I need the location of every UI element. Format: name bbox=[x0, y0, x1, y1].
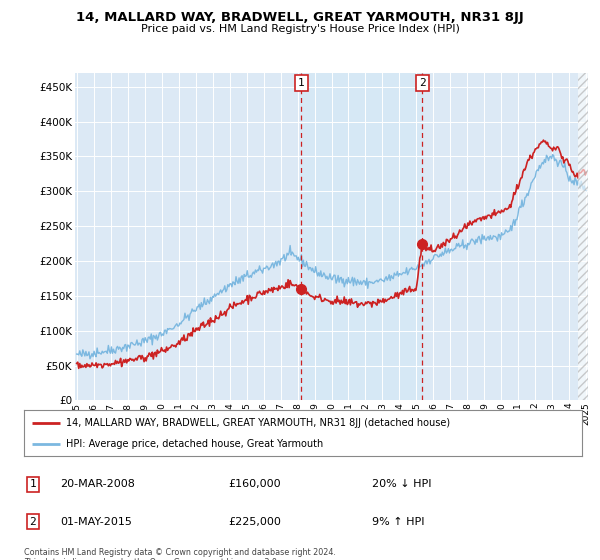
Text: 20% ↓ HPI: 20% ↓ HPI bbox=[372, 479, 431, 489]
Text: 20-MAR-2008: 20-MAR-2008 bbox=[60, 479, 135, 489]
Bar bbox=[578, 73, 587, 400]
Bar bbox=[301, 73, 422, 400]
Text: £225,000: £225,000 bbox=[228, 517, 281, 527]
Text: £160,000: £160,000 bbox=[228, 479, 281, 489]
Text: 1: 1 bbox=[29, 479, 37, 489]
Text: 14, MALLARD WAY, BRADWELL, GREAT YARMOUTH, NR31 8JJ (detached house): 14, MALLARD WAY, BRADWELL, GREAT YARMOUT… bbox=[66, 418, 450, 428]
Text: Contains HM Land Registry data © Crown copyright and database right 2024.
This d: Contains HM Land Registry data © Crown c… bbox=[24, 548, 336, 560]
Text: 2: 2 bbox=[419, 78, 425, 88]
Bar bbox=[578, 73, 588, 400]
Text: HPI: Average price, detached house, Great Yarmouth: HPI: Average price, detached house, Grea… bbox=[66, 439, 323, 449]
Text: 2: 2 bbox=[29, 517, 37, 527]
Text: Price paid vs. HM Land Registry's House Price Index (HPI): Price paid vs. HM Land Registry's House … bbox=[140, 24, 460, 34]
Text: 9% ↑ HPI: 9% ↑ HPI bbox=[372, 517, 425, 527]
Text: 14, MALLARD WAY, BRADWELL, GREAT YARMOUTH, NR31 8JJ: 14, MALLARD WAY, BRADWELL, GREAT YARMOUT… bbox=[76, 11, 524, 24]
Text: 01-MAY-2015: 01-MAY-2015 bbox=[60, 517, 132, 527]
Text: 1: 1 bbox=[298, 78, 304, 88]
